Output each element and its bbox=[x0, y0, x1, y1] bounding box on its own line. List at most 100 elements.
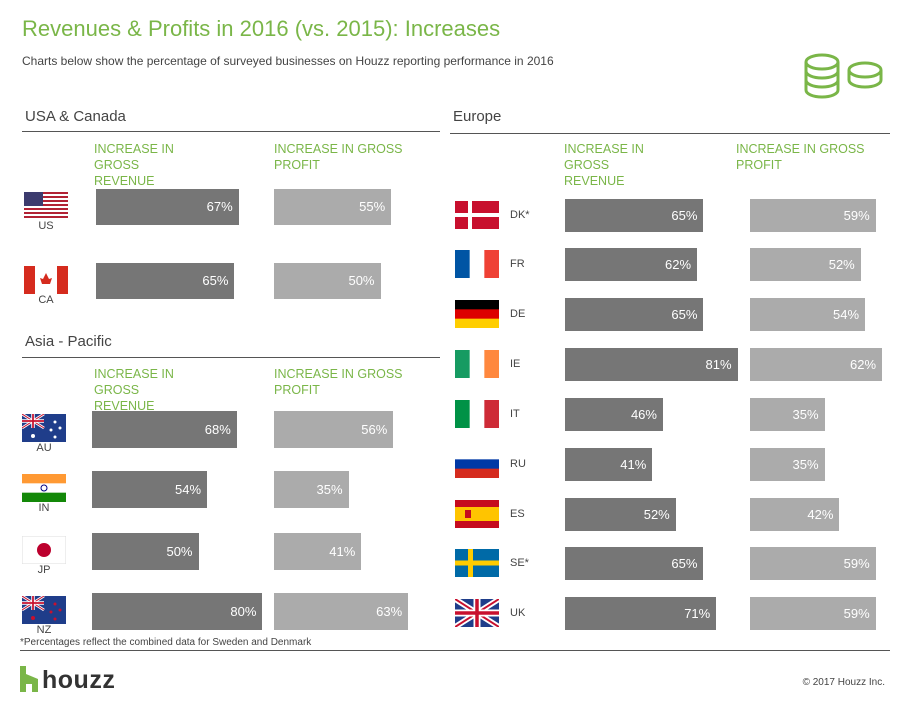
value-label: 67% bbox=[206, 199, 233, 214]
section-rule bbox=[450, 133, 890, 134]
logo-icon bbox=[20, 666, 38, 692]
value-label: 42% bbox=[807, 506, 834, 522]
value-label: 65% bbox=[671, 555, 698, 571]
value-label: 35% bbox=[316, 481, 343, 497]
bar bbox=[750, 248, 861, 281]
flag-image bbox=[21, 594, 66, 624]
flag-image bbox=[21, 412, 66, 442]
value-label: 62% bbox=[665, 256, 692, 272]
flag-image bbox=[24, 266, 69, 294]
flag-image bbox=[24, 192, 68, 220]
flag bbox=[21, 594, 66, 624]
flag bbox=[24, 266, 69, 294]
bar bbox=[750, 498, 840, 531]
flag-image bbox=[455, 201, 499, 229]
bar bbox=[565, 597, 717, 630]
flag bbox=[455, 350, 500, 378]
bar bbox=[565, 248, 698, 281]
section-rule bbox=[22, 357, 440, 358]
series-header: INCREASE IN GROSS REVENUE bbox=[94, 142, 174, 188]
category-label: SE* bbox=[510, 557, 529, 569]
coins-icon bbox=[804, 53, 883, 99]
value-label: 35% bbox=[792, 406, 819, 422]
bar bbox=[274, 471, 349, 508]
subtitle: Charts below show the percentage of surv… bbox=[22, 54, 554, 68]
value-label: 71% bbox=[684, 605, 711, 621]
bar bbox=[274, 263, 381, 299]
value-label: 63% bbox=[376, 603, 403, 619]
flag-image bbox=[453, 596, 501, 630]
bar bbox=[750, 298, 866, 331]
bar bbox=[750, 398, 825, 431]
section-title: USA & Canada bbox=[25, 108, 126, 125]
flag-image bbox=[455, 500, 499, 529]
category-label: DE bbox=[510, 308, 526, 320]
bar bbox=[565, 298, 704, 331]
value-label: 55% bbox=[359, 199, 386, 214]
flag bbox=[455, 500, 499, 529]
flag bbox=[455, 250, 500, 278]
value-label: 65% bbox=[202, 273, 229, 288]
value-label: 41% bbox=[329, 543, 356, 559]
flag-image bbox=[455, 300, 499, 329]
category-label: AU bbox=[36, 442, 52, 454]
flag bbox=[455, 201, 499, 229]
value-label: 81% bbox=[705, 356, 732, 372]
value-label: 56% bbox=[361, 421, 388, 437]
category-label: NZ bbox=[36, 624, 52, 636]
value-label: 59% bbox=[843, 605, 870, 621]
value-label: 52% bbox=[643, 506, 670, 522]
flag bbox=[455, 300, 499, 329]
value-label: 46% bbox=[630, 406, 657, 422]
bar bbox=[92, 411, 237, 448]
bar bbox=[92, 593, 263, 630]
section-rule bbox=[22, 131, 440, 132]
category-label: ES bbox=[510, 508, 525, 520]
value-label: 62% bbox=[850, 356, 877, 372]
section-title: Asia - Pacific bbox=[25, 333, 112, 350]
value-label: 59% bbox=[843, 207, 870, 223]
flag-image bbox=[22, 474, 66, 503]
bar bbox=[92, 471, 208, 508]
section-title: Europe bbox=[453, 108, 502, 125]
bar bbox=[565, 348, 738, 381]
flag-image bbox=[455, 250, 500, 278]
flag bbox=[455, 450, 499, 479]
category-label: JP bbox=[37, 564, 51, 576]
category-label: FR bbox=[510, 258, 525, 270]
value-label: 50% bbox=[348, 273, 375, 288]
footer-rule bbox=[20, 650, 890, 651]
flag-image bbox=[455, 549, 499, 577]
bar bbox=[565, 547, 704, 580]
category-label: IT bbox=[510, 408, 520, 420]
flag bbox=[455, 400, 500, 428]
bar bbox=[565, 199, 704, 232]
bar bbox=[565, 398, 663, 431]
value-label: 52% bbox=[828, 256, 855, 272]
category-label: US bbox=[38, 220, 54, 232]
bar bbox=[274, 593, 409, 630]
value-label: 65% bbox=[671, 207, 698, 223]
series-header: INCREASE IN GROSS PROFIT bbox=[274, 367, 403, 397]
flag bbox=[21, 412, 66, 442]
bar bbox=[750, 199, 876, 232]
flag-image bbox=[455, 350, 500, 378]
bar bbox=[750, 547, 876, 580]
category-label: RU bbox=[510, 458, 526, 470]
value-label: 54% bbox=[832, 306, 860, 322]
value-label: 50% bbox=[166, 543, 193, 559]
bar bbox=[750, 448, 825, 481]
bar bbox=[96, 263, 235, 299]
value-label: 59% bbox=[843, 555, 870, 571]
value-label: 65% bbox=[671, 306, 698, 322]
bar bbox=[274, 411, 394, 448]
flag-image bbox=[455, 450, 499, 479]
value-label: 68% bbox=[204, 421, 231, 437]
footnote: *Percentages reflect the combined data f… bbox=[20, 637, 312, 648]
flag bbox=[453, 596, 501, 630]
bar bbox=[565, 498, 676, 531]
value-label: 35% bbox=[792, 456, 819, 472]
flag-image bbox=[455, 400, 500, 428]
series-header: INCREASE IN GROSS PROFIT bbox=[274, 142, 403, 172]
